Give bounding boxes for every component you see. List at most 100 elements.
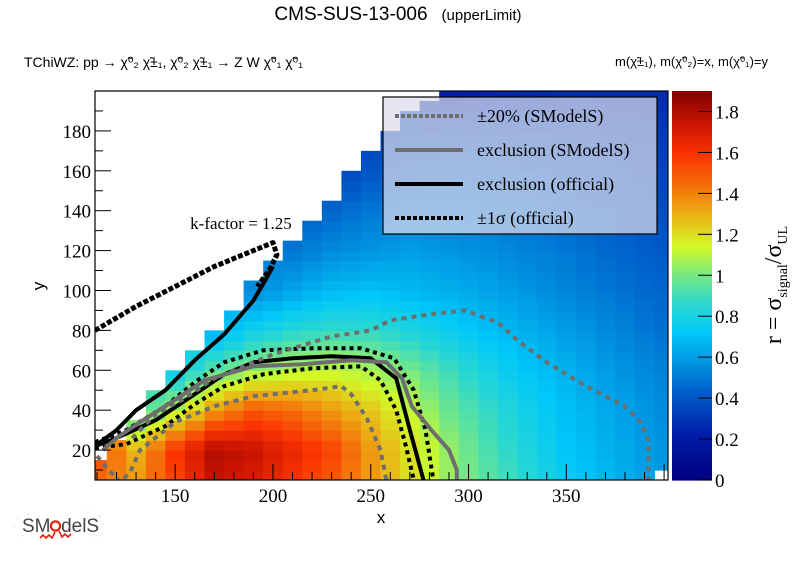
heatmap-cell	[556, 340, 577, 351]
heatmap-cell	[556, 290, 577, 302]
heatmap-cell	[341, 420, 362, 431]
heatmap-cell	[654, 170, 668, 182]
heatmap-cell	[556, 320, 577, 331]
heatmap-cell	[380, 330, 401, 341]
heatmap-cell	[341, 310, 362, 322]
heatmap-cell	[615, 480, 635, 491]
heatmap-cell	[458, 250, 479, 262]
color-bar-segment	[672, 240, 712, 244]
heatmap-cell	[419, 300, 440, 312]
heatmap-cell	[556, 390, 577, 401]
color-bar-segment	[672, 110, 712, 115]
color-bar: 0 0.2 0.4 0.6 0.8 1 1.2 1.4 1.6 1.8	[672, 91, 739, 492]
heatmap-cell	[615, 430, 636, 441]
heatmap-cell	[634, 310, 655, 322]
heatmap-cell	[263, 300, 284, 312]
color-bar-segment	[672, 152, 712, 157]
color-bar-segment	[672, 233, 712, 238]
heatmap-cell	[595, 230, 616, 242]
heatmap-cell	[126, 450, 147, 461]
color-bar-segment	[672, 337, 712, 342]
heatmap-cell	[497, 370, 519, 381]
heatmap-cell	[243, 330, 264, 341]
heatmap-cell	[400, 440, 421, 451]
color-bar-segment	[672, 288, 712, 293]
color-bar-segment	[672, 172, 712, 176]
heatmap-cell	[478, 450, 499, 461]
color-bar-segment	[672, 444, 712, 449]
heatmap-cell	[634, 91, 655, 102]
color-bar-segment	[672, 133, 712, 137]
color-bar-segment	[672, 295, 712, 300]
color-bar-segment	[672, 91, 712, 95]
heatmap-cell	[478, 390, 499, 401]
heatmap-cell	[654, 140, 668, 152]
color-bar-segment	[672, 308, 712, 313]
heatmap-cell	[517, 390, 538, 401]
heatmap-cell	[595, 430, 616, 441]
heatmap-cell	[321, 250, 343, 262]
color-bar-segment	[672, 188, 712, 193]
heatmap-cell	[478, 430, 499, 441]
heatmap-cell	[302, 310, 323, 322]
heatmap-cell	[615, 240, 636, 252]
heatmap-cell	[615, 260, 636, 272]
heatmap-cell	[615, 290, 636, 302]
heatmap-cell	[263, 410, 284, 421]
x-axis: 150 200 250 300 350	[96, 464, 665, 507]
heatmap-cell	[536, 290, 558, 302]
heatmap-cell	[576, 280, 597, 292]
heatmap-cell	[282, 260, 303, 272]
heatmap-cell	[107, 480, 127, 491]
color-bar-segment	[672, 194, 712, 199]
color-bar-segment	[672, 94, 712, 99]
heatmap-cell	[360, 150, 382, 162]
heatmap-cell	[595, 380, 616, 391]
color-bar-segment	[672, 408, 712, 413]
color-bar-segment	[672, 424, 712, 429]
color-bar-segment	[672, 207, 712, 212]
heatmap-cell	[634, 230, 655, 242]
heatmap-cell	[576, 310, 597, 322]
heatmap-cell	[439, 400, 460, 411]
heatmap-cell	[360, 160, 382, 172]
heatmap-cell	[654, 190, 668, 202]
mass-info-label: m(χ̃±₁), m(χ̃⁰₂)=x, m(χ̃⁰₁)=y	[615, 54, 768, 69]
heatmap-cell	[302, 460, 323, 471]
heatmap-cell	[458, 390, 479, 401]
heatmap-cell	[360, 180, 382, 192]
heatmap-cell	[360, 220, 382, 232]
heatmap-cell	[400, 460, 421, 471]
heatmap-cell	[595, 460, 616, 471]
y-axis-label: y	[29, 281, 48, 290]
heatmap-cell	[321, 360, 343, 371]
heatmap-cell	[478, 91, 499, 102]
heatmap-cell	[556, 430, 577, 441]
heatmap-cell	[497, 230, 519, 242]
color-bar-segment	[672, 470, 712, 475]
color-bar-segment	[672, 437, 712, 442]
heatmap-cell	[341, 370, 362, 381]
heatmap-cell	[302, 410, 323, 421]
color-bar-segment	[672, 434, 712, 439]
heatmap-cell	[497, 360, 519, 371]
heatmap-cell	[595, 340, 616, 351]
color-bar-segment	[672, 389, 712, 394]
heatmap-cell	[595, 410, 616, 421]
color-bar-segment	[672, 146, 712, 150]
color-bar-segment	[672, 360, 712, 364]
color-bar-segment	[672, 395, 712, 400]
heatmap-cell	[595, 330, 616, 341]
heatmap-cell	[478, 420, 499, 431]
color-bar-segment	[672, 191, 712, 196]
heatmap-cell	[321, 300, 343, 312]
heatmap-cell	[654, 210, 668, 222]
heatmap-cell	[95, 460, 108, 471]
heatmap-cell	[497, 390, 519, 401]
legend: ±20% (SModelS) exclusion (SModelS) exclusi…	[382, 96, 658, 235]
heatmap-cell	[576, 420, 597, 431]
heatmap-cell	[282, 240, 303, 252]
color-bar-segment	[672, 269, 712, 274]
color-bar-segment	[672, 197, 712, 202]
heatmap-cell	[536, 370, 558, 381]
